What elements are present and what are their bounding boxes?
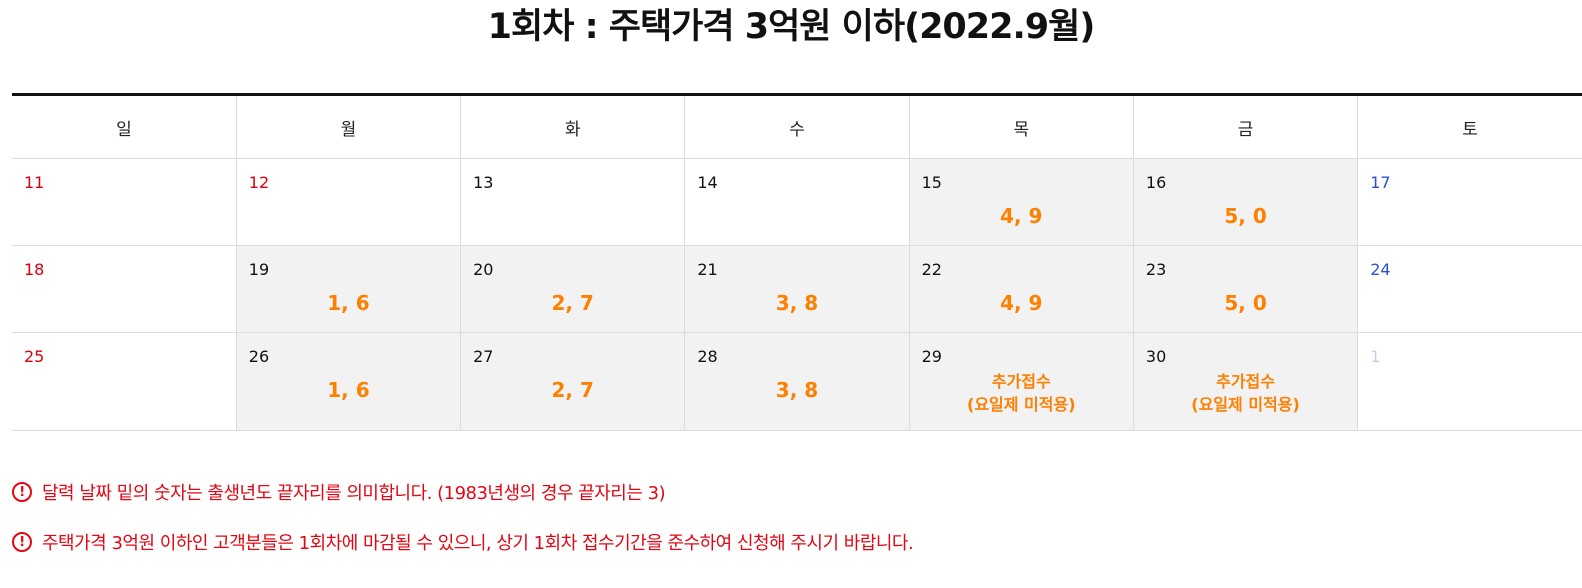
- day-number: 21: [697, 260, 718, 279]
- page-title: 1회차 : 주택가격 3억원 이하(2022.9월): [487, 7, 1096, 47]
- calendar-day-cell: 17: [1357, 158, 1582, 246]
- birth-year-digits: 3, 8: [775, 378, 819, 402]
- calendar-day-cell: 27 2, 7: [460, 332, 686, 431]
- calendar-day-cell: 29 추가접수 (요일제 미적용): [909, 332, 1134, 431]
- birth-year-digits: 2, 7: [551, 291, 594, 315]
- weekday-sat: 토: [1357, 96, 1582, 159]
- calendar-day-cell: 28 3, 8: [684, 332, 910, 431]
- additional-application-label: 추가접수: [991, 372, 1051, 391]
- calendar-day-cell: 18: [12, 245, 237, 333]
- calendar-day-cell: 22 4, 9: [909, 245, 1134, 333]
- calendar-day-cell: 19 1, 6: [236, 245, 462, 333]
- day-number: 12: [248, 173, 270, 192]
- weekday-rule-exempt-label: (요일제 미적용): [1191, 395, 1300, 414]
- notice-list: ! 달력 날짜 밑의 숫자는 출생년도 끝자리를 의미합니다. (1983년생의…: [12, 475, 1572, 575]
- day-number: 20: [473, 260, 494, 279]
- calendar-day-cell: 21 3, 8: [684, 245, 910, 333]
- calendar-table: 일 월 화 수 목 금 토 11 12 13: [12, 96, 1582, 431]
- exclamation-circle-icon: !: [12, 532, 32, 552]
- day-number: 15: [921, 173, 942, 192]
- birth-year-digits: 3, 8: [775, 291, 819, 315]
- day-number: 22: [921, 260, 942, 279]
- calendar: 일 월 화 수 목 금 토 11 12 13: [12, 93, 1582, 431]
- birth-year-digits: 1, 6: [327, 378, 370, 402]
- calendar-day-cell: 14: [684, 158, 910, 246]
- calendar-day-cell: 20 2, 7: [460, 245, 686, 333]
- birth-year-digits: 1, 6: [327, 291, 370, 315]
- birth-year-digits: 2, 7: [551, 378, 594, 402]
- day-number: 27: [473, 347, 494, 366]
- calendar-day-cell: 25: [12, 332, 237, 431]
- day-number: 14: [697, 173, 718, 192]
- birth-year-digits: 4, 9: [1000, 204, 1043, 228]
- notice-item: ! 달력 날짜 밑의 숫자는 출생년도 끝자리를 의미합니다. (1983년생의…: [12, 475, 1572, 509]
- calendar-day-cell: 24: [1357, 245, 1582, 333]
- notice-text: 주택가격 3억원 이하인 고객분들은 1회차에 마감될 수 있으니, 상기 1회…: [42, 533, 914, 554]
- calendar-day-cell: 15 4, 9: [909, 158, 1134, 246]
- day-number: 19: [248, 260, 270, 279]
- weekday-rule-exempt-label: (요일제 미적용): [967, 395, 1076, 414]
- calendar-week: 11 12 13 14 15 4, 9 16 5, 0: [12, 158, 1582, 246]
- day-number: 11: [24, 173, 45, 192]
- birth-year-digits: 5, 0: [1224, 291, 1267, 315]
- calendar-day-cell: 23 5, 0: [1133, 245, 1359, 333]
- day-number: 23: [1145, 260, 1167, 279]
- weekday-wed: 수: [684, 96, 910, 159]
- additional-application-note: 추가접수 (요일제 미적용): [910, 370, 1133, 416]
- calendar-day-cell: 26 1, 6: [236, 332, 462, 431]
- birth-year-digits: 5, 0: [1224, 204, 1267, 228]
- weekday-header-row: 일 월 화 수 목 금 토: [12, 96, 1582, 159]
- day-number: 1: [1370, 347, 1381, 366]
- day-number: 30: [1145, 347, 1167, 366]
- calendar-day-cell: 30 추가접수 (요일제 미적용): [1133, 332, 1359, 431]
- weekday-mon: 월: [236, 96, 462, 159]
- exclamation-circle-icon: !: [12, 482, 32, 502]
- day-number: 16: [1145, 173, 1167, 192]
- day-number: 26: [248, 347, 270, 366]
- notice-item: ! 주택가격 3억원 이하인 고객분들은 1회차에 마감될 수 있으니, 상기 …: [12, 525, 1572, 559]
- day-number: 28: [697, 347, 718, 366]
- day-number: 17: [1370, 173, 1391, 192]
- weekday-sun: 일: [12, 96, 237, 159]
- calendar-day-cell: 13: [460, 158, 686, 246]
- additional-application-label: 추가접수: [1216, 372, 1275, 391]
- day-number: 18: [24, 260, 45, 279]
- calendar-week: 25 26 1, 6 27 2, 7 28 3, 8 29 추가접수: [12, 332, 1582, 431]
- weekday-fri: 금: [1133, 96, 1359, 159]
- weekday-tue: 화: [460, 96, 686, 159]
- day-number: 29: [921, 347, 942, 366]
- calendar-day-cell: 1: [1357, 332, 1582, 431]
- birth-year-digits: 4, 9: [1000, 291, 1043, 315]
- calendar-week: 18 19 1, 6 20 2, 7 21 3, 8 22 4, 9: [12, 245, 1582, 333]
- calendar-day-cell: 11: [12, 158, 237, 246]
- day-number: 24: [1370, 260, 1391, 279]
- weekday-thu: 목: [909, 96, 1134, 159]
- day-number: 25: [24, 347, 45, 366]
- notice-text: 달력 날짜 밑의 숫자는 출생년도 끝자리를 의미합니다. (1983년생의 경…: [42, 483, 666, 504]
- calendar-day-cell: 16 5, 0: [1133, 158, 1359, 246]
- calendar-day-cell: 12: [236, 158, 462, 246]
- additional-application-note: 추가접수 (요일제 미적용): [1134, 370, 1357, 416]
- day-number: 13: [473, 173, 494, 192]
